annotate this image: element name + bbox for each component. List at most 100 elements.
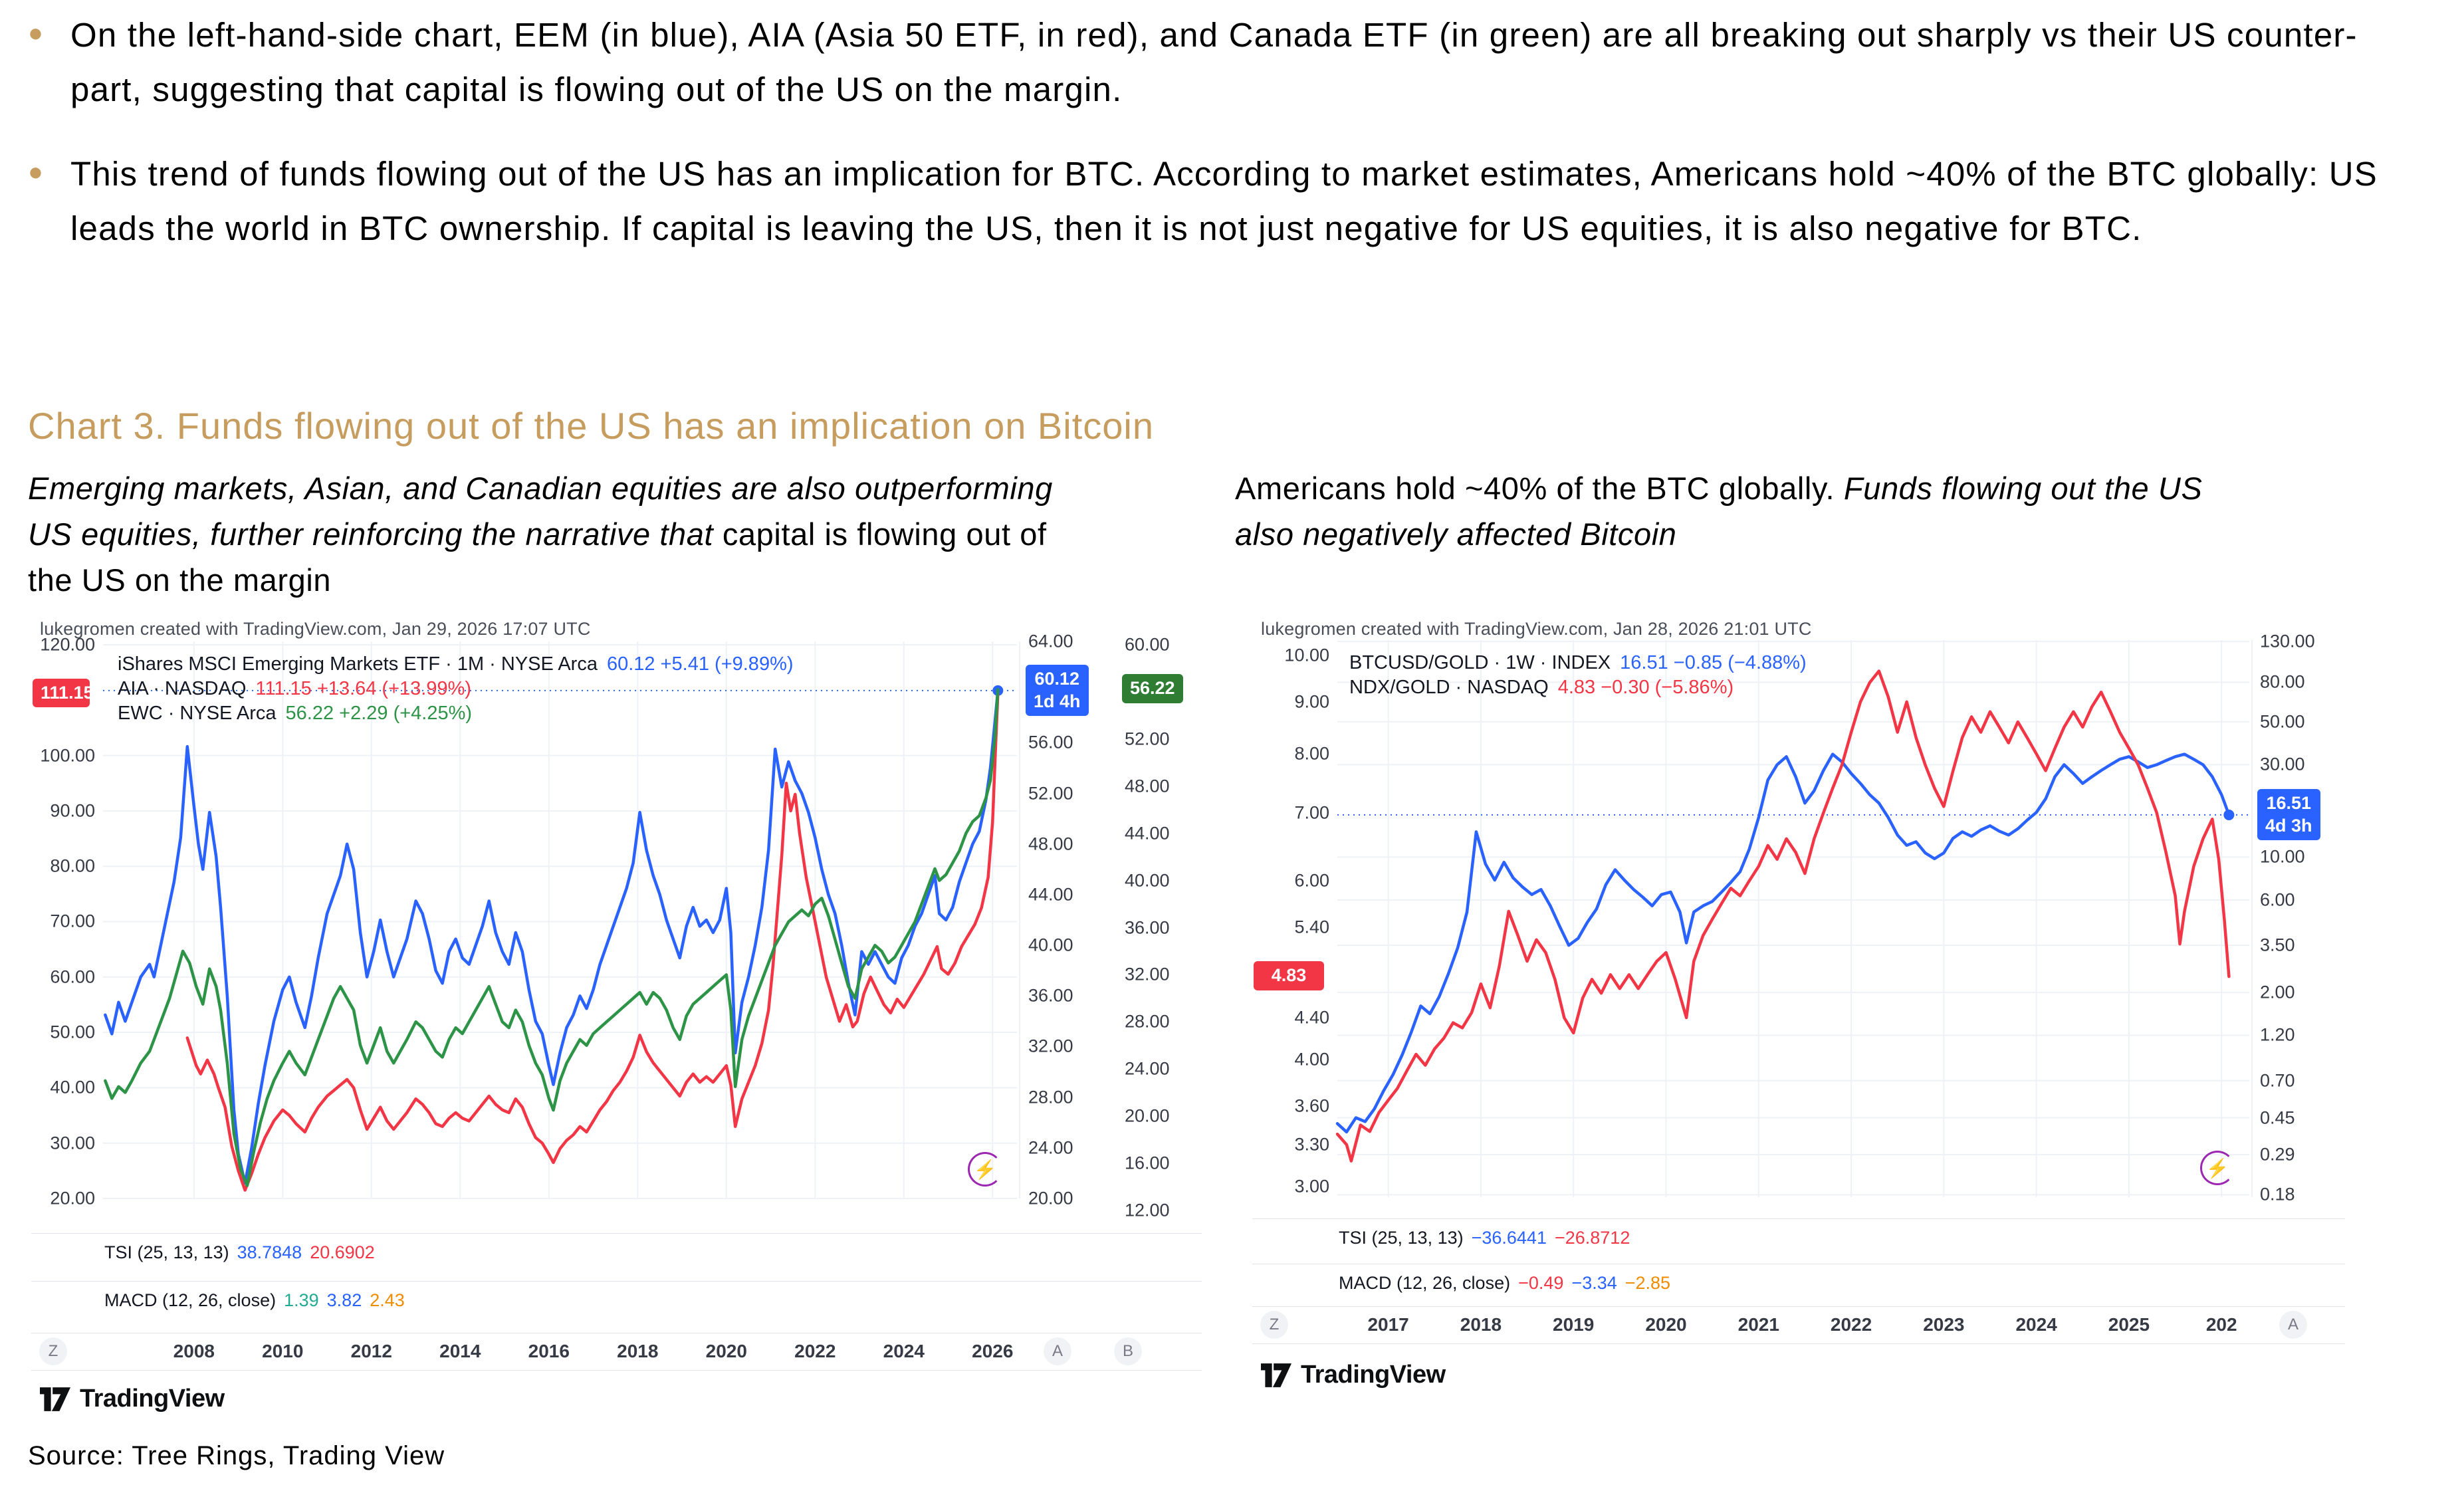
subtitle-right-italic: Funds flowing out the US also negatively…: [1235, 471, 2203, 552]
y-axis-tick-label: 10.00: [2260, 846, 2305, 867]
price-chip: 111.15: [33, 678, 94, 708]
x-axis-year-label: 2024: [883, 1341, 925, 1361]
x-axis-year-label: 2021: [1737, 1314, 1779, 1335]
y-axis-tick-label: 50.00: [2260, 711, 2305, 732]
y-axis-tick-label: 6.00: [2260, 889, 2295, 910]
time-axis-button-b[interactable]: B: [1114, 1337, 1142, 1365]
y-axis-tick-label: 9.00: [1294, 691, 1329, 712]
y-axis-tick-label: 52.00: [1125, 729, 1170, 749]
x-axis-year-label: 2026: [972, 1341, 1014, 1361]
indicator-label: MACD (12, 26, close): [1339, 1273, 1511, 1293]
y-axis-tick-label: 16.00: [1125, 1153, 1170, 1173]
series-end-dot: [2223, 809, 2235, 820]
x-axis-year-label: 2012: [350, 1341, 392, 1361]
y-axis-tick-label: 80.00: [50, 856, 95, 876]
x-axis-year-label: 2010: [262, 1341, 304, 1361]
y-axis-tick-label: 24.00: [1028, 1137, 1073, 1158]
section-title: Chart 3. Funds flowing out of the US has…: [28, 405, 1154, 447]
price-chip: 60.12 1d 4h: [1026, 664, 1089, 717]
left-chart-panel: lukegromen created with TradingView.com,…: [23, 615, 1210, 1423]
indicator-row: MACD (12, 26, close) −0.49 −3.34 −2.85: [1339, 1273, 1670, 1294]
indicator-value: −26.8712: [1554, 1228, 1630, 1248]
x-axis-year-label: 2025: [2108, 1314, 2150, 1335]
y-axis-tick-label: 130.00: [2260, 631, 2315, 651]
y-axis-tick-label: 10.00: [1284, 645, 1329, 665]
legend-last-value: 56.22 +2.29 (+4.25%): [285, 703, 473, 724]
y-axis-tick-label: 24.00: [1125, 1058, 1170, 1079]
y-axis-tick-label: 36.00: [1125, 917, 1170, 938]
y-axis-tick-label: 44.00: [1028, 884, 1073, 905]
series-line-btcusd-gold: [1335, 752, 2231, 1134]
x-axis-year-label: 202: [2205, 1314, 2237, 1335]
y-axis-tick-label: 44.00: [1125, 823, 1170, 844]
tradingview-logo-text: TradingView: [80, 1385, 225, 1413]
source-note: Source: Tree Rings, Trading View: [28, 1441, 445, 1470]
time-axis-button-z[interactable]: Z: [1260, 1311, 1288, 1339]
indicator-row: MACD (12, 26, close) 1.39 3.82 2.43: [104, 1290, 405, 1311]
y-axis-tick-label: 40.00: [50, 1077, 95, 1097]
y-axis-tick-label: 1.20: [2260, 1024, 2295, 1045]
x-axis-year-label: 2016: [528, 1341, 570, 1361]
y-axis-tick-label: 32.00: [1028, 1036, 1073, 1056]
indicator-label: TSI (25, 13, 13): [1339, 1228, 1464, 1248]
y-axis-tick-label: 3.00: [1294, 1176, 1329, 1197]
y-axis-tick-label: 20.00: [1125, 1105, 1170, 1126]
indicator-value: 38.7848: [237, 1242, 302, 1262]
subtitle-right-roman: Americans hold ~40% of the BTC globally.: [1235, 471, 1844, 506]
price-chip: 56.22: [1122, 674, 1183, 704]
y-axis-tick-label: 4.40: [1294, 1007, 1329, 1028]
indicator-label: TSI (25, 13, 13): [104, 1242, 229, 1262]
y-axis-tick-label: 0.18: [2260, 1184, 2295, 1204]
bullet-item: ● This trend of funds flowing out of the…: [27, 147, 2393, 255]
y-axis-tick-label: 20.00: [1028, 1188, 1073, 1208]
x-axis-year-label: 2018: [617, 1341, 659, 1361]
y-axis-tick-label: 52.00: [1028, 783, 1073, 804]
y-axis-tick-label: 28.00: [1125, 1011, 1170, 1032]
flash-boost-icon: ⚡: [968, 1152, 1002, 1187]
right-chart-panel: lukegromen created with TradingView.com,…: [1244, 615, 2353, 1399]
bullet-dot-icon: ●: [28, 19, 45, 47]
indicator-value: 20.6902: [310, 1242, 375, 1262]
x-axis-year-label: 2018: [1460, 1314, 1502, 1335]
legend-symbol-label: EWC · NYSE Arca: [118, 703, 277, 724]
y-axis-tick-label: 48.00: [1125, 776, 1170, 796]
x-axis-year-label: 2008: [173, 1341, 215, 1361]
legend-last-value: 60.12 +5.41 (+9.89%): [606, 653, 794, 675]
subtitle-right: Americans hold ~40% of the BTC globally.…: [1235, 465, 2245, 557]
legend-symbol-label: AIA · NASDAQ: [118, 678, 247, 699]
y-axis-tick-label: 60.00: [50, 967, 95, 987]
y-axis-tick-label: 2.00: [2260, 982, 2295, 1002]
tradingview-logomark-icon: [1261, 1363, 1291, 1387]
y-axis-tick-label: 28.00: [1028, 1087, 1073, 1107]
y-axis-tick-label: 30.00: [2260, 754, 2305, 774]
indicator-value: 2.43: [370, 1290, 405, 1310]
y-axis-tick-label: 30.00: [50, 1133, 95, 1153]
subtitle-left-roman: capital is flowing out of the US on the …: [28, 516, 1047, 598]
time-axis-button-a[interactable]: A: [1044, 1337, 1071, 1365]
y-axis-tick-label: 120.00: [40, 634, 95, 655]
indicator-row: TSI (25, 13, 13) 38.7848 20.6902: [104, 1242, 375, 1263]
y-axis-tick-label: 7.00: [1294, 802, 1329, 823]
time-axis-button-z[interactable]: Z: [39, 1337, 67, 1365]
bullet-list: ● On the left-hand-side chart, EEM (in b…: [27, 8, 2393, 286]
time-axis-button-a[interactable]: A: [2279, 1311, 2307, 1339]
y-axis-tick-label: 0.29: [2260, 1144, 2295, 1165]
indicator-value: −36.6441: [1471, 1228, 1547, 1248]
indicator-label: MACD (12, 26, close): [104, 1290, 277, 1310]
y-axis-tick-label: 90.00: [50, 800, 95, 821]
series-line-ndx-gold: [1335, 669, 2231, 1163]
pane-divider: [31, 1233, 1202, 1234]
pane-divider: [31, 1281, 1202, 1282]
bullet-text: This trend of funds flowing out of the U…: [70, 155, 2378, 247]
plot-area: [1335, 640, 2253, 1197]
indicator-value: 3.82: [326, 1290, 362, 1310]
x-axis-year-label: 2017: [1367, 1314, 1409, 1335]
subtitle-left-italic: Emerging markets, Asian, and Canadian eq…: [28, 471, 1053, 552]
price-chip: 4.83: [1254, 961, 1324, 990]
legend-row: EWC · NYSE Arca 56.22 +2.29 (+4.25%): [118, 703, 472, 725]
time-axis-border: [1252, 1343, 2345, 1344]
y-axis-tick-label: 36.00: [1028, 985, 1073, 1006]
x-axis-year-label: 2014: [439, 1341, 481, 1361]
y-axis-tick-label: 40.00: [1028, 935, 1073, 955]
y-axis-tick-label: 20.00: [50, 1188, 95, 1208]
